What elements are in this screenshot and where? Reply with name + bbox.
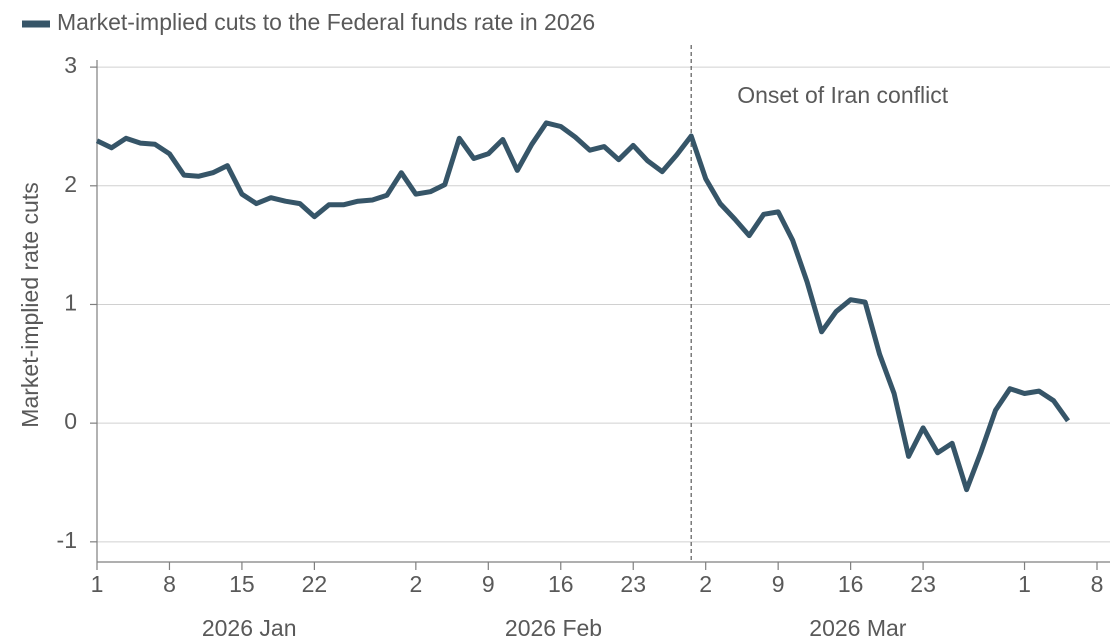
- x-tick-label: 8: [1091, 571, 1104, 597]
- x-tick-label: 2: [409, 571, 422, 597]
- x-tick-label: 1: [1018, 571, 1031, 597]
- x-tick-label: 8: [163, 571, 176, 597]
- x-tick-label: 22: [302, 571, 328, 597]
- x-tick-label: 23: [910, 571, 936, 597]
- x-tick-label: 9: [772, 571, 785, 597]
- x-tick-label: 9: [482, 571, 495, 597]
- y-axis-label: Market-implied rate cuts: [17, 182, 43, 427]
- x-tick-label: 16: [838, 571, 864, 597]
- x-tick-label: 1: [91, 571, 104, 597]
- series-line: [95, 120, 1071, 493]
- legend-label: Market-implied cuts to the Federal funds…: [57, 9, 595, 35]
- y-tick-label: 2: [64, 171, 77, 197]
- x-group-label: 2026 Mar: [809, 615, 907, 641]
- annotation: Onset of Iran conflict: [737, 82, 949, 108]
- x-group-label: 2026 Jan: [202, 615, 297, 641]
- x-tick-label: 2: [699, 571, 712, 597]
- y-tick-label: 1: [64, 290, 77, 316]
- x-tick-label: 23: [620, 571, 646, 597]
- x-tick-label: 16: [548, 571, 574, 597]
- y-tick-label: 0: [64, 408, 77, 434]
- x-tick-label: 15: [229, 571, 255, 597]
- y-tick-label: -1: [57, 527, 77, 553]
- y-tick-label: 3: [64, 52, 77, 78]
- x-group-label: 2026 Feb: [505, 615, 602, 641]
